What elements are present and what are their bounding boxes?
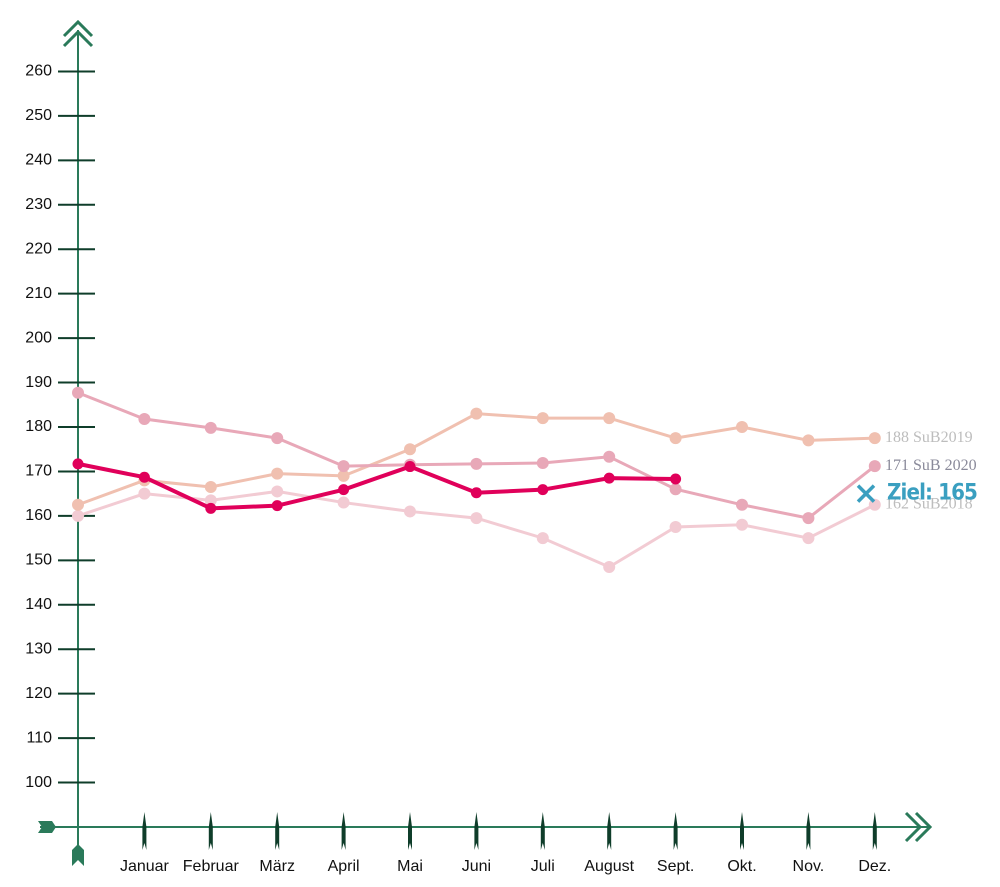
data-point <box>337 460 350 473</box>
x-tick <box>607 812 612 850</box>
target-marker <box>856 484 876 503</box>
origin-marker <box>72 844 84 866</box>
x-tick <box>341 812 346 850</box>
target-label: Ziel: 165 <box>887 481 977 506</box>
x-tick-label: Mai <box>397 858 423 875</box>
x-tick-label: Juli <box>531 858 555 875</box>
data-point <box>72 386 84 399</box>
x-tick <box>740 812 744 850</box>
series-label: 162 SuB2018 <box>885 495 973 512</box>
data-point <box>72 498 84 511</box>
data-point <box>72 509 84 522</box>
data-point <box>204 494 217 507</box>
data-point <box>603 412 616 425</box>
series-label: 171 SuB 2020 <box>885 457 977 474</box>
data-point <box>670 473 682 485</box>
y-tick-label: 190 <box>25 374 52 391</box>
x-tick <box>408 812 412 850</box>
x-tick-label: April <box>328 858 360 875</box>
data-point <box>72 458 84 470</box>
y-tick-label: 160 <box>25 507 52 524</box>
data-point <box>736 518 748 531</box>
data-point <box>271 500 283 512</box>
x-arrow <box>904 811 933 843</box>
y-tick-label: 100 <box>25 774 52 791</box>
data-point <box>868 432 881 445</box>
y-tick-label: 230 <box>25 196 52 213</box>
x-tick-label: März <box>259 858 295 875</box>
x-tick-label: Okt. <box>727 858 756 875</box>
data-point <box>271 485 284 498</box>
x-tick-label: August <box>584 858 634 875</box>
data-point <box>271 432 284 445</box>
x-tick-label: Sept. <box>657 858 694 875</box>
x-tick-label: Nov. <box>793 858 825 875</box>
data-point <box>536 457 549 469</box>
x-tick-label: Januar <box>120 858 170 875</box>
data-point <box>470 407 483 420</box>
y-tick-label: 220 <box>25 240 52 257</box>
y-tick-label: 210 <box>25 285 52 302</box>
data-point <box>204 421 217 434</box>
data-point <box>537 484 549 496</box>
y-tick-label: 150 <box>25 552 52 569</box>
data-point <box>669 483 682 496</box>
data-point <box>868 460 881 473</box>
x-tick-label: Dez. <box>858 858 891 875</box>
x-tick-label: Juni <box>462 858 491 875</box>
y-tick-label: 140 <box>25 596 52 613</box>
y-tick-label: 240 <box>25 152 52 169</box>
y-tick-label: 110 <box>26 729 52 746</box>
data-point <box>470 457 483 470</box>
data-point <box>470 487 482 499</box>
data-point <box>271 467 284 480</box>
series-label: 188 SuB2019 <box>885 429 973 446</box>
data-point <box>338 484 350 496</box>
y-tick-label: 130 <box>25 640 52 657</box>
y-tick-label: 180 <box>25 418 52 435</box>
data-point <box>603 561 616 573</box>
data-point <box>603 472 615 484</box>
data-point <box>404 461 416 473</box>
x-tick <box>872 812 877 850</box>
data-point <box>138 471 150 483</box>
x-tick <box>208 812 213 850</box>
data-point <box>802 512 815 525</box>
y-arrow <box>62 19 94 48</box>
x-tick <box>673 812 678 850</box>
x-tick <box>474 812 479 850</box>
data-point <box>337 496 350 509</box>
x-tick <box>142 812 147 850</box>
data-point <box>536 412 549 425</box>
x-tick <box>540 812 545 850</box>
y-tick-label: 250 <box>25 107 52 124</box>
data-point <box>736 498 748 511</box>
data-point <box>404 443 416 456</box>
y-tick-label: 200 <box>25 329 52 346</box>
y-tick-label: 260 <box>25 63 52 80</box>
data-point <box>536 532 549 545</box>
data-point <box>138 413 151 425</box>
x-tick <box>275 812 280 850</box>
data-point <box>603 450 616 463</box>
data-point <box>802 532 815 545</box>
data-point <box>802 434 815 447</box>
data-point <box>669 521 682 533</box>
x-tick <box>806 812 811 850</box>
data-point <box>205 502 217 514</box>
data-point <box>736 421 748 433</box>
data-point <box>470 512 483 525</box>
data-point <box>337 469 350 482</box>
data-point <box>138 487 151 500</box>
data-point <box>204 481 217 493</box>
origin-marker <box>38 821 56 833</box>
y-tick-label: 170 <box>25 463 52 480</box>
data-point <box>404 505 416 518</box>
axes <box>38 19 933 866</box>
data-point <box>669 432 682 445</box>
series-line <box>77 461 676 511</box>
x-tick-label: Februar <box>183 858 240 875</box>
y-tick-label: 120 <box>25 685 52 702</box>
